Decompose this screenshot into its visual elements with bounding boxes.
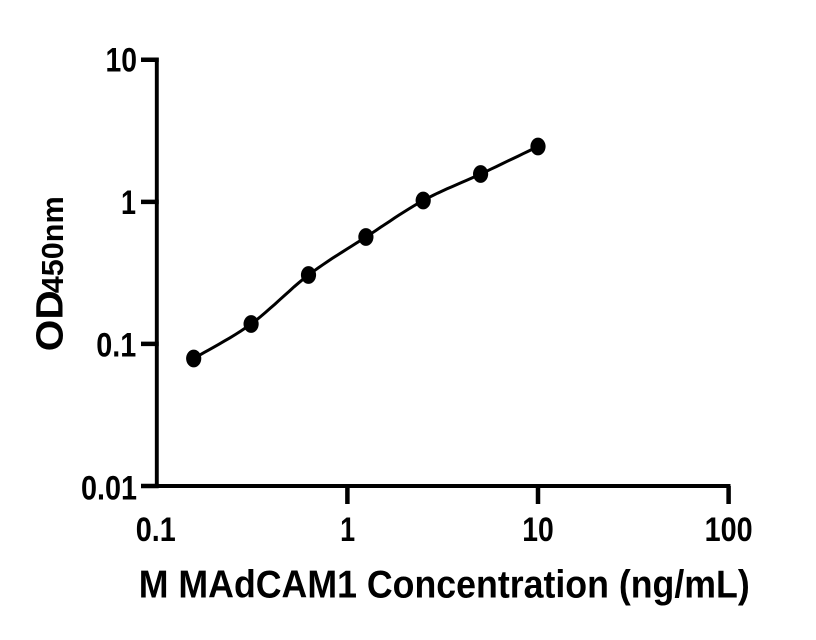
svg-text:1: 1 [340, 511, 355, 549]
svg-text:0.1: 0.1 [96, 327, 136, 365]
svg-text:1: 1 [121, 184, 136, 222]
svg-text:450nm: 450nm [36, 196, 70, 293]
svg-text:10: 10 [106, 41, 138, 79]
svg-text:M MAdCAM1 Concentration (ng/mL: M MAdCAM1 Concentration (ng/mL) [139, 564, 750, 607]
svg-text:0.1: 0.1 [136, 511, 176, 549]
svg-text:0.01: 0.01 [81, 469, 137, 507]
svg-text:10: 10 [522, 511, 554, 549]
svg-text:100: 100 [705, 511, 753, 549]
svg-text:OD: OD [29, 290, 71, 351]
